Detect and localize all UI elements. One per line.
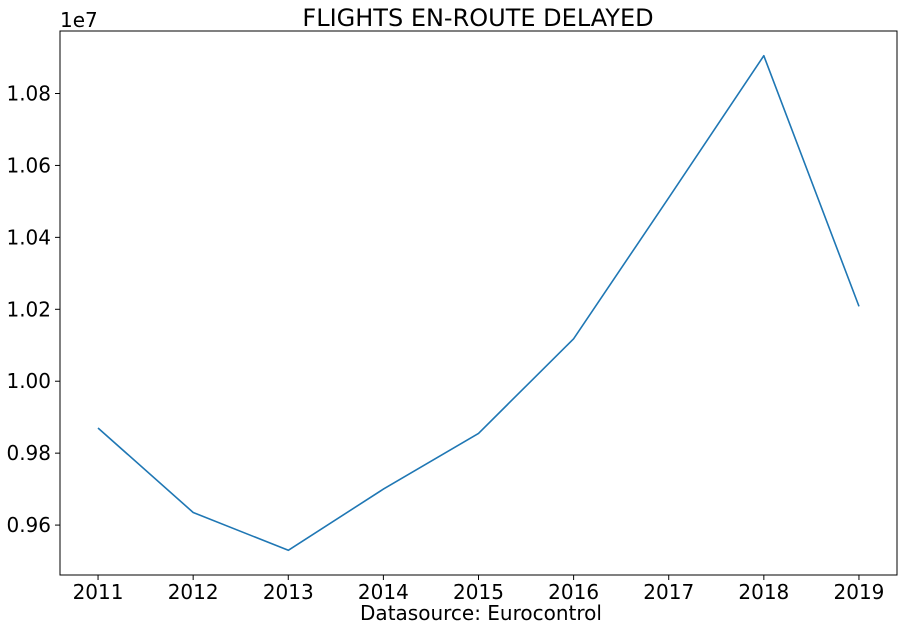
series-group	[97, 54, 860, 552]
plot-frame	[59, 30, 898, 576]
x-tick-label: 2015	[453, 580, 504, 604]
series-line	[97, 54, 860, 552]
x-tick-label: 2019	[834, 580, 885, 604]
data-point	[383, 488, 385, 490]
data-point	[763, 55, 765, 57]
data-point	[287, 549, 289, 551]
data-point	[573, 338, 575, 340]
x-tick-label: 2018	[738, 580, 789, 604]
y-tick-label: 1.08	[6, 82, 51, 106]
chart-title: FLIGHTS EN-ROUTE DELAYED	[302, 4, 653, 32]
x-tick-label: 2017	[643, 580, 694, 604]
y-tick-label: 1.00	[6, 369, 51, 393]
data-point	[478, 433, 480, 435]
y-tick-label: 0.96	[6, 513, 51, 537]
data-point	[668, 197, 670, 199]
x-tick-label: 2016	[548, 580, 599, 604]
x-tick-label: 2011	[73, 580, 124, 604]
data-point	[192, 512, 194, 514]
x-tick-label: 2014	[358, 580, 409, 604]
plot-area	[59, 30, 898, 576]
y-tick-label: 1.02	[6, 297, 51, 321]
y-offset-label: 1e7	[60, 8, 98, 32]
y-tick-label: 1.06	[6, 153, 51, 177]
data-point	[858, 306, 860, 308]
x-axis: 2011 2012 2013 2014 2015 2016 2017 2018 2019	[73, 575, 885, 604]
y-tick-label: 1.04	[6, 225, 51, 249]
y-tick-label: 0.98	[6, 441, 51, 465]
x-axis-label: Datasource: Eurocontrol	[360, 601, 602, 625]
x-tick-label: 2012	[168, 580, 219, 604]
y-axis: 0.96 0.98 1.00 1.02 1.04 1.06 1.08	[6, 82, 60, 537]
x-tick-label: 2013	[263, 580, 314, 604]
data-point	[97, 427, 99, 429]
